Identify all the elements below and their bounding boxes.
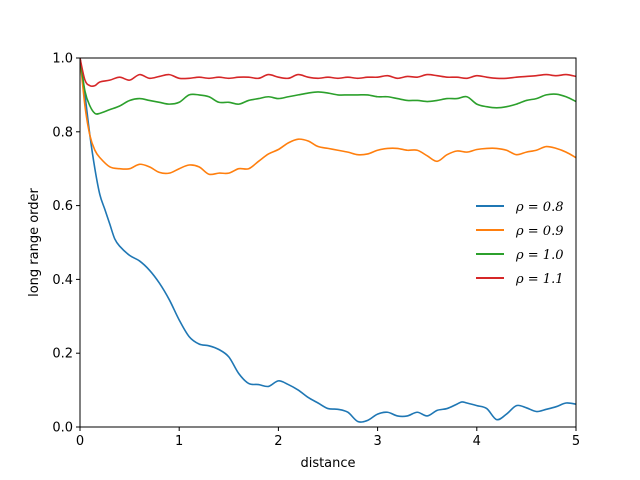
y-tick-label: 0.8 [52,125,73,140]
y-axis-ticks: 0.0 0.2 0.4 0.6 0.8 1.0 [52,52,80,436]
y-tick-label: 0.4 [52,273,73,288]
x-tick-label: 3 [373,434,381,449]
series-line-0 [80,58,576,423]
x-axis-ticks: 0 1 2 3 4 5 [76,427,580,449]
legend-label: ρ = 1.1 [515,272,563,287]
x-tick-label: 2 [274,434,282,449]
series-line-3 [80,58,576,88]
y-tick-label: 1.0 [52,52,73,67]
series-line-2 [80,58,576,115]
y-tick-label: 0.2 [52,347,73,362]
plot-lines [80,58,576,423]
legend-label: ρ = 0.9 [515,224,563,239]
x-axis-label: distance [300,456,355,471]
plot-frame [79,57,577,428]
x-tick-label: 5 [572,434,580,449]
x-tick-label: 4 [473,434,481,449]
legend-label: ρ = 1.0 [515,248,563,263]
y-tick-label: 0.0 [52,421,73,436]
x-tick-label: 0 [76,434,84,449]
y-tick-label: 0.6 [52,199,73,214]
series-line-1 [80,58,576,176]
y-axis-label: long range order [27,187,42,296]
x-tick-label: 1 [175,434,183,449]
legend: ρ = 0.8 ρ = 0.9 ρ = 1.0 ρ = 1.1 [476,200,563,287]
legend-label: ρ = 0.8 [515,200,563,215]
